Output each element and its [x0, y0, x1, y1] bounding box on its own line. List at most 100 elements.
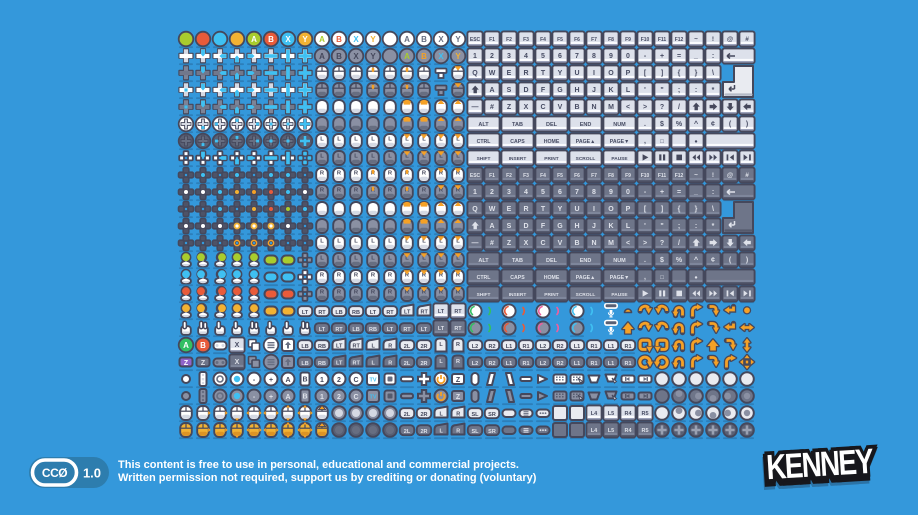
svg-text:C: C	[540, 240, 545, 247]
svg-text:F11: F11	[658, 37, 667, 43]
svg-text:+: +	[660, 189, 664, 196]
svg-text:L: L	[320, 239, 324, 245]
svg-text:A: A	[319, 52, 325, 61]
svg-text:@: @	[727, 172, 733, 179]
svg-text:F4: F4	[540, 173, 546, 179]
svg-text:O: O	[608, 206, 614, 213]
svg-text:[: [	[644, 70, 647, 77]
svg-text:8: 8	[592, 189, 596, 196]
svg-text:Y: Y	[302, 35, 308, 44]
svg-text:5: 5	[541, 53, 545, 60]
svg-text:+: +	[660, 53, 664, 60]
svg-text:H: H	[574, 87, 579, 94]
svg-text:-: -	[644, 189, 647, 196]
svg-text:L4: L4	[591, 411, 598, 417]
svg-text:": "	[660, 87, 663, 94]
svg-text:L1: L1	[608, 344, 614, 350]
svg-text:RB: RB	[318, 361, 326, 367]
svg-text:L: L	[456, 256, 460, 262]
svg-text:Z: Z	[184, 360, 189, 367]
svg-text:B: B	[574, 240, 579, 247]
svg-text:X: X	[235, 359, 240, 366]
svg-text:CTRL: CTRL	[477, 275, 492, 281]
svg-text:RT: RT	[386, 310, 394, 316]
svg-text:': '	[644, 223, 646, 230]
svg-text:L: L	[439, 239, 443, 245]
svg-text:/: /	[678, 240, 680, 247]
svg-text:#: #	[745, 172, 749, 179]
svg-text:C: C	[353, 377, 358, 384]
svg-text:N: N	[591, 104, 596, 111]
svg-text:RT: RT	[353, 361, 361, 367]
svg-text:^: ^	[694, 120, 698, 128]
svg-text:SHIFT: SHIFT	[477, 156, 491, 162]
svg-text:L4: L4	[591, 428, 598, 434]
svg-text:TAB: TAB	[512, 258, 523, 264]
svg-text:S: S	[507, 87, 512, 94]
svg-text:F9: F9	[625, 173, 631, 179]
svg-text:C: C	[540, 104, 545, 111]
svg-text:R: R	[456, 412, 460, 418]
svg-text:R: R	[388, 290, 393, 296]
svg-text:2R: 2R	[420, 429, 427, 435]
svg-text:PAGE▲: PAGE▲	[576, 139, 595, 145]
svg-text:R5: R5	[641, 411, 648, 417]
svg-text:F11: F11	[658, 173, 667, 179]
svg-text:U: U	[574, 206, 579, 213]
svg-text:R: R	[320, 188, 325, 194]
svg-text:<: <	[626, 104, 630, 111]
svg-text:R5: R5	[641, 428, 648, 434]
svg-text:R: R	[388, 344, 392, 350]
svg-text:CAPS: CAPS	[510, 275, 525, 281]
svg-text:(: (	[729, 257, 732, 264]
svg-text:<: <	[626, 240, 630, 247]
svg-text:Z: Z	[201, 360, 206, 367]
svg-text:3: 3	[507, 189, 511, 196]
svg-text:1: 1	[473, 189, 477, 196]
svg-text:1: 1	[320, 394, 324, 401]
svg-text:F2: F2	[506, 37, 512, 43]
svg-text:!: !	[712, 172, 714, 179]
svg-text:4: 4	[524, 53, 528, 60]
svg-text:R: R	[439, 273, 444, 279]
svg-text:R1: R1	[590, 361, 597, 367]
svg-text:R: R	[422, 188, 427, 194]
svg-text:B: B	[336, 52, 342, 61]
svg-text:R: R	[523, 206, 528, 213]
svg-text:M: M	[608, 104, 614, 111]
svg-text:F8: F8	[608, 173, 614, 179]
svg-text:;: ;	[678, 87, 680, 94]
svg-text:PAGE▼: PAGE▼	[610, 275, 629, 281]
svg-text:R: R	[354, 290, 359, 296]
svg-text:ALT: ALT	[478, 258, 489, 264]
svg-text:%: %	[676, 121, 683, 128]
svg-text:Z: Z	[507, 104, 512, 111]
svg-text:8: 8	[592, 53, 596, 60]
svg-text:R: R	[337, 188, 342, 194]
svg-text:RB: RB	[369, 327, 377, 333]
svg-text:Y: Y	[370, 52, 376, 61]
svg-text:F1: F1	[489, 173, 495, 179]
svg-text:2R: 2R	[420, 344, 427, 350]
svg-text:(: (	[729, 121, 732, 128]
svg-text:TV: TV	[369, 395, 376, 401]
svg-text:LT: LT	[336, 344, 343, 350]
svg-text:R: R	[320, 171, 325, 177]
svg-text:L5: L5	[608, 411, 614, 417]
svg-text:F1: F1	[489, 37, 495, 43]
svg-text:R: R	[337, 171, 342, 177]
svg-text:Q: Q	[472, 206, 478, 213]
svg-text:L: L	[405, 256, 409, 262]
svg-text:F8: F8	[608, 37, 614, 43]
svg-text:]: ]	[661, 206, 663, 213]
svg-text:_: _	[693, 189, 698, 196]
svg-text:A: A	[285, 394, 290, 401]
svg-text:L: L	[422, 154, 426, 160]
svg-text:This content is free to use in: This content is free to use in personal,…	[118, 459, 519, 471]
svg-text:END: END	[580, 122, 592, 128]
svg-text:SL: SL	[471, 429, 479, 435]
svg-text:ALT: ALT	[478, 122, 489, 128]
svg-text:I: I	[593, 70, 595, 77]
svg-text:#: #	[490, 240, 494, 247]
svg-text:X: X	[524, 240, 529, 247]
